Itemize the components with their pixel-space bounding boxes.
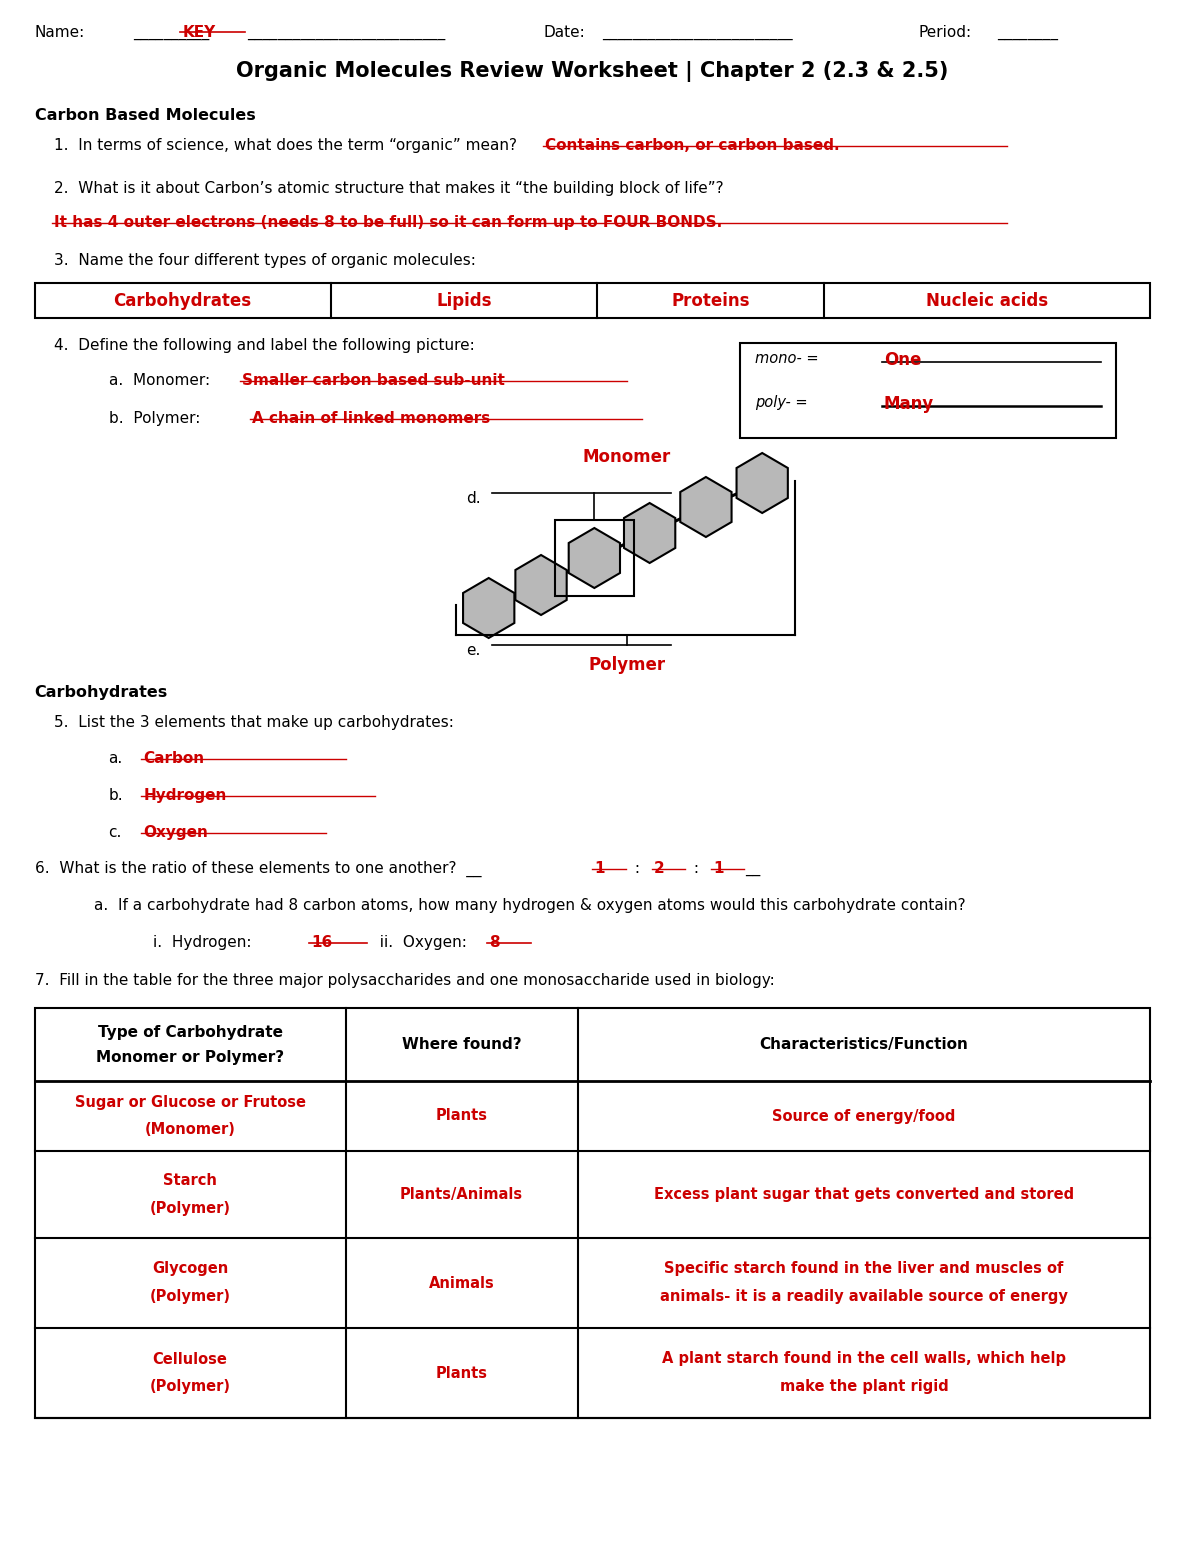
Text: i.  Hydrogen:: i. Hydrogen:	[154, 935, 252, 950]
Text: Oxygen: Oxygen	[143, 825, 208, 840]
Text: Polymer: Polymer	[588, 655, 666, 674]
Text: e.: e.	[466, 643, 480, 658]
Text: 6.  What is the ratio of these elements to one another?  __: 6. What is the ratio of these elements t…	[35, 860, 481, 877]
Text: A chain of linked monomers: A chain of linked monomers	[252, 412, 490, 426]
Text: _________________________: _________________________	[602, 25, 793, 40]
Text: 7.  Fill in the table for the three major polysaccharides and one monosaccharide: 7. Fill in the table for the three major…	[35, 974, 774, 988]
Text: Where found?: Where found?	[402, 1037, 521, 1051]
Text: a.: a.	[109, 752, 122, 766]
Text: Characteristics/Function: Characteristics/Function	[760, 1037, 968, 1051]
Text: Cellulose: Cellulose	[152, 1351, 228, 1367]
Text: Carbon: Carbon	[143, 752, 204, 766]
Text: 2: 2	[654, 860, 665, 876]
Text: Contains carbon, or carbon based.: Contains carbon, or carbon based.	[545, 138, 840, 154]
Text: poly- =: poly- =	[755, 394, 812, 410]
Text: Carbohydrates: Carbohydrates	[35, 685, 168, 700]
Bar	[740, 343, 1116, 438]
Text: Plants: Plants	[436, 1365, 487, 1381]
Text: Specific starch found in the liver and muscles of: Specific starch found in the liver and m…	[664, 1261, 1063, 1277]
Text: Proteins: Proteins	[672, 292, 750, 309]
Text: ________: ________	[997, 25, 1058, 40]
Text: Type of Carbohydrate: Type of Carbohydrate	[97, 1025, 282, 1041]
Polygon shape	[680, 477, 732, 537]
Text: __________________________: __________________________	[247, 25, 445, 40]
Text: 3.  Name the four different types of organic molecules:: 3. Name the four different types of orga…	[54, 253, 476, 269]
Text: __: __	[745, 860, 761, 876]
Text: Starch: Starch	[163, 1173, 217, 1188]
Text: 5.  List the 3 elements that make up carbohydrates:: 5. List the 3 elements that make up carb…	[54, 714, 454, 730]
Text: Name:: Name:	[35, 25, 85, 40]
Text: KEY: KEY	[182, 25, 216, 40]
Text: Hydrogen: Hydrogen	[143, 787, 227, 803]
Text: Sugar or Glucose or Frutose: Sugar or Glucose or Frutose	[74, 1095, 306, 1109]
Text: Plants: Plants	[436, 1109, 487, 1123]
Text: Many: Many	[883, 394, 934, 413]
Text: (Polymer): (Polymer)	[150, 1200, 230, 1216]
Polygon shape	[463, 578, 515, 638]
Text: animals- it is a readily available source of energy: animals- it is a readily available sourc…	[660, 1289, 1068, 1305]
Text: :: :	[630, 860, 644, 876]
Text: d.: d.	[466, 491, 481, 506]
Polygon shape	[515, 554, 566, 615]
Text: ii.  Oxygen:: ii. Oxygen:	[371, 935, 467, 950]
Text: a.  Monomer:: a. Monomer:	[109, 373, 210, 388]
Text: Animals: Animals	[428, 1275, 494, 1291]
Text: b.  Polymer:: b. Polymer:	[109, 412, 200, 426]
Text: 1.  In terms of science, what does the term “organic” mean?: 1. In terms of science, what does the te…	[54, 138, 517, 154]
Text: make the plant rigid: make the plant rigid	[780, 1379, 948, 1395]
Text: A plant starch found in the cell walls, which help: A plant starch found in the cell walls, …	[662, 1351, 1066, 1367]
Text: Plants/Animals: Plants/Animals	[400, 1186, 523, 1202]
Text: (Monomer): (Monomer)	[145, 1123, 235, 1137]
Polygon shape	[624, 503, 676, 564]
Text: Smaller carbon based sub-unit: Smaller carbon based sub-unit	[242, 373, 505, 388]
Text: One: One	[883, 351, 922, 370]
Text: :: :	[689, 860, 704, 876]
Text: __________: __________	[133, 25, 210, 40]
Bar	[35, 283, 1150, 318]
Text: Monomer or Polymer?: Monomer or Polymer?	[96, 1050, 284, 1065]
Polygon shape	[737, 453, 788, 512]
Text: Monomer: Monomer	[583, 447, 671, 466]
Text: 4.  Define the following and label the following picture:: 4. Define the following and label the fo…	[54, 339, 475, 353]
Bar	[35, 1008, 1150, 1418]
Text: Excess plant sugar that gets converted and stored: Excess plant sugar that gets converted a…	[654, 1186, 1074, 1202]
Bar	[554, 520, 634, 596]
Text: Carbon Based Molecules: Carbon Based Molecules	[35, 109, 256, 123]
Text: 1: 1	[594, 860, 605, 876]
Text: 1: 1	[713, 860, 724, 876]
Text: (Polymer): (Polymer)	[150, 1289, 230, 1305]
Text: Date:: Date:	[544, 25, 584, 40]
Text: Source of energy/food: Source of energy/food	[772, 1109, 955, 1123]
Text: 2.  What is it about Carbon’s atomic structure that makes it “the building block: 2. What is it about Carbon’s atomic stru…	[54, 182, 724, 196]
Text: Carbohydrates: Carbohydrates	[114, 292, 252, 309]
Text: (Polymer): (Polymer)	[150, 1379, 230, 1395]
Polygon shape	[569, 528, 620, 589]
Text: It has 4 outer electrons (needs 8 to be full) so it can form up to FOUR BONDS.: It has 4 outer electrons (needs 8 to be …	[54, 214, 722, 230]
Text: Period:: Period:	[918, 25, 971, 40]
Text: Glycogen: Glycogen	[152, 1261, 228, 1277]
Text: 16: 16	[311, 935, 332, 950]
Text: c.: c.	[109, 825, 122, 840]
Text: Organic Molecules Review Worksheet | Chapter 2 (2.3 & 2.5): Organic Molecules Review Worksheet | Cha…	[236, 61, 948, 82]
Text: b.: b.	[109, 787, 124, 803]
Text: Lipids: Lipids	[437, 292, 492, 309]
Text: mono- =: mono- =	[755, 351, 823, 367]
Text: a.  If a carbohydrate had 8 carbon atoms, how many hydrogen & oxygen atoms would: a. If a carbohydrate had 8 carbon atoms,…	[94, 898, 966, 913]
Text: 8: 8	[488, 935, 499, 950]
Text: Nucleic acids: Nucleic acids	[926, 292, 1049, 309]
